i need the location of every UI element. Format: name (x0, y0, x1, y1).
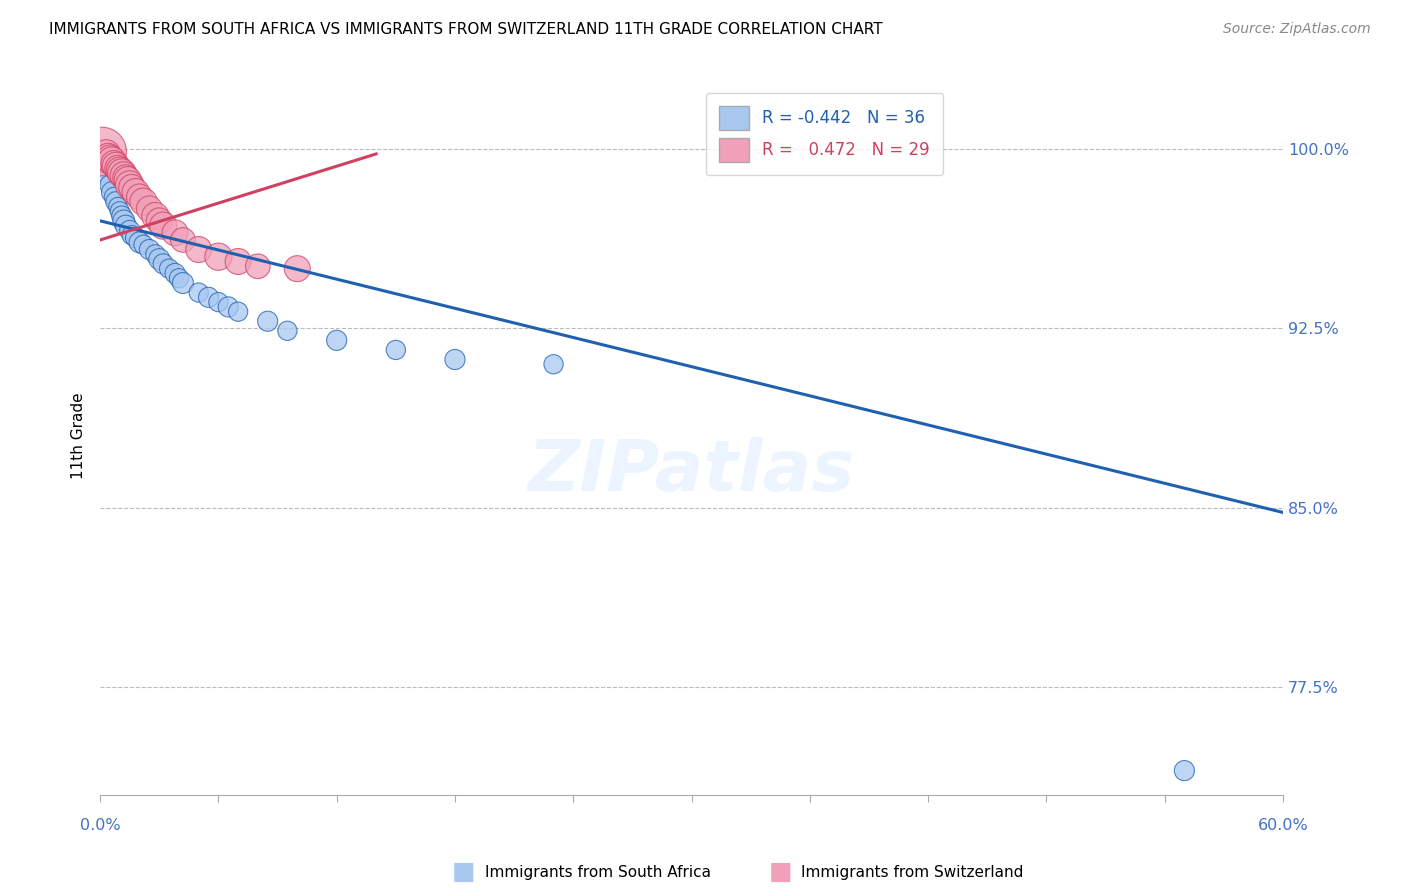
Point (124, 185, 146, 199)
Point (118, 223, 141, 237)
Point (157, 261, 180, 276)
Point (276, 324, 298, 338)
Text: 0.0%: 0.0% (80, 818, 121, 833)
Point (444, 352, 467, 367)
Point (256, 314, 278, 328)
Point (108, 204, 131, 219)
Text: Immigrants from Switzerland: Immigrants from Switzerland (801, 865, 1024, 880)
Point (226, 304, 249, 318)
Point (103, 190, 125, 204)
Point (98, 152, 121, 166)
Point (172, 233, 194, 247)
Text: ZIPatlas: ZIPatlas (527, 437, 855, 507)
Point (93, 166, 115, 180)
Point (325, 334, 347, 348)
Point (543, 357, 565, 371)
Point (112, 169, 135, 183)
Point (246, 260, 269, 274)
Point (114, 170, 136, 185)
Point (217, 300, 239, 314)
Y-axis label: 11th Grade: 11th Grade (72, 392, 86, 479)
Point (187, 285, 209, 300)
Point (132, 237, 155, 252)
Point (128, 190, 150, 204)
Point (152, 219, 174, 233)
Legend: R = -0.442   N = 36, R =   0.472   N = 29: R = -0.442 N = 36, R = 0.472 N = 29 (706, 93, 943, 175)
Point (94, 147, 117, 161)
Point (121, 180, 143, 194)
Point (104, 159, 127, 173)
Point (107, 161, 129, 176)
Point (226, 254, 249, 268)
Point (107, 200, 129, 214)
Point (103, 156, 125, 170)
Point (143, 247, 166, 261)
Point (163, 267, 186, 281)
Point (197, 290, 219, 304)
Point (101, 185, 124, 199)
Point (128, 235, 150, 250)
Point (207, 295, 229, 310)
Text: Source: ZipAtlas.com: Source: ZipAtlas.com (1223, 22, 1371, 37)
Point (111, 209, 134, 223)
Text: Immigrants from South Africa: Immigrants from South Africa (485, 865, 711, 880)
Point (97, 149, 120, 163)
Text: ■: ■ (769, 861, 792, 884)
Point (121, 228, 143, 243)
Text: ■: ■ (453, 861, 475, 884)
Point (118, 178, 141, 192)
Point (1173, 764, 1195, 778)
Point (152, 257, 174, 271)
Point (114, 219, 136, 233)
Point (163, 226, 186, 240)
Point (132, 194, 155, 209)
Point (285, 261, 308, 276)
Point (138, 243, 160, 257)
Point (112, 214, 135, 228)
Point (143, 209, 166, 223)
Point (207, 250, 229, 264)
Point (101, 154, 124, 169)
Point (117, 173, 139, 187)
Point (167, 271, 190, 285)
Point (148, 252, 170, 266)
Point (187, 243, 209, 257)
Point (148, 214, 170, 228)
Point (98, 178, 121, 192)
Point (91, 145, 114, 159)
Point (385, 343, 408, 357)
Point (172, 276, 194, 290)
Text: 60.0%: 60.0% (1257, 818, 1309, 833)
Point (138, 202, 160, 216)
Point (124, 230, 146, 244)
Point (108, 163, 131, 178)
Text: IMMIGRANTS FROM SOUTH AFRICA VS IMMIGRANTS FROM SWITZERLAND 11TH GRADE CORRELATI: IMMIGRANTS FROM SOUTH AFRICA VS IMMIGRAN… (49, 22, 883, 37)
Point (97, 170, 120, 185)
Point (104, 194, 127, 209)
Point (111, 166, 134, 180)
